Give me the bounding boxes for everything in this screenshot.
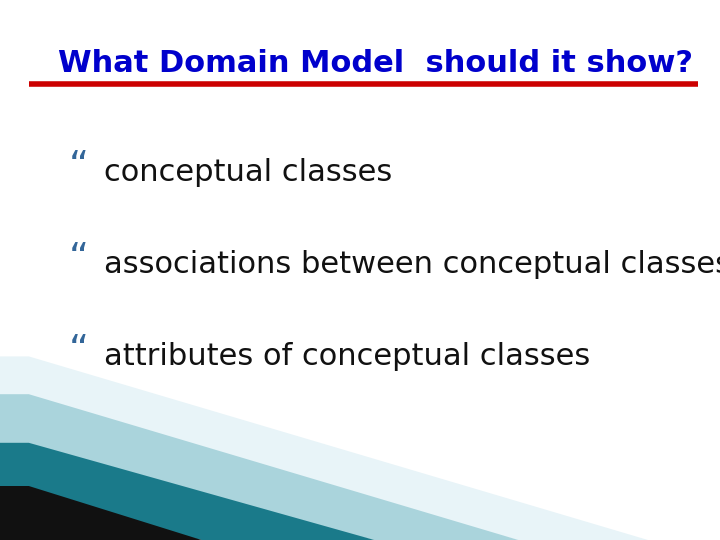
Text: “: “ — [68, 241, 89, 279]
Text: associations between conceptual classes: associations between conceptual classes — [104, 250, 720, 279]
Polygon shape — [0, 394, 518, 540]
Text: “: “ — [68, 333, 89, 371]
Polygon shape — [0, 356, 648, 540]
Text: “: “ — [68, 150, 89, 187]
Polygon shape — [0, 486, 202, 540]
Text: attributes of conceptual classes: attributes of conceptual classes — [104, 342, 590, 371]
Text: What Domain Model  should it show?: What Domain Model should it show? — [58, 49, 693, 78]
Polygon shape — [0, 443, 374, 540]
Text: conceptual classes: conceptual classes — [104, 158, 392, 187]
